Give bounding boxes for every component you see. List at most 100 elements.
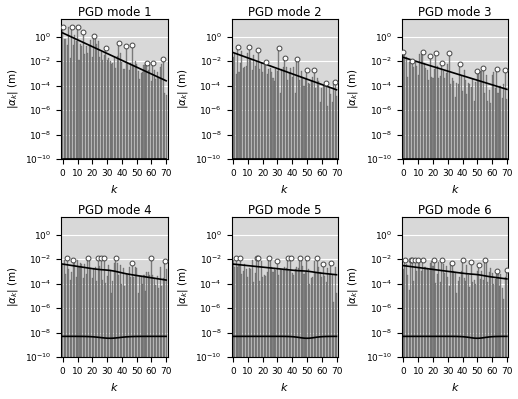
Bar — [496, 271, 497, 357]
Bar — [332, 275, 333, 357]
Bar — [261, 63, 262, 159]
Bar — [71, 27, 72, 159]
Bar — [293, 275, 294, 357]
Bar — [428, 271, 429, 357]
Bar — [95, 267, 96, 357]
Bar — [441, 260, 442, 357]
Bar — [138, 293, 139, 357]
Y-axis label: $|\alpha_k|$ (m): $|\alpha_k|$ (m) — [6, 267, 20, 307]
Bar — [86, 45, 87, 159]
Bar — [120, 53, 121, 159]
Bar — [139, 79, 140, 159]
Bar — [164, 93, 165, 159]
Bar — [243, 68, 244, 159]
Bar — [65, 274, 66, 357]
Bar — [135, 267, 136, 357]
Bar — [426, 70, 427, 159]
Bar — [262, 277, 263, 357]
Bar — [330, 94, 331, 159]
Bar — [403, 51, 404, 159]
Bar — [284, 267, 285, 357]
Bar — [128, 70, 130, 159]
Bar — [440, 282, 441, 357]
Bar — [335, 82, 336, 159]
Bar — [142, 72, 143, 159]
Bar — [111, 63, 112, 159]
Bar — [148, 70, 149, 159]
Bar — [477, 271, 478, 357]
Bar — [284, 58, 285, 159]
Bar — [259, 69, 260, 159]
Bar — [69, 280, 70, 357]
Bar — [90, 40, 91, 159]
Bar — [276, 69, 277, 159]
Bar — [145, 291, 146, 357]
Bar — [438, 78, 439, 159]
Bar — [274, 81, 275, 159]
Bar — [67, 45, 68, 159]
Bar — [466, 94, 467, 159]
Bar — [416, 271, 418, 357]
Bar — [326, 83, 327, 159]
Bar — [79, 267, 80, 357]
Bar — [124, 286, 125, 357]
Bar — [143, 275, 145, 357]
Bar — [114, 263, 115, 357]
Bar — [488, 271, 490, 357]
Bar — [105, 283, 106, 357]
Bar — [421, 55, 422, 159]
Bar — [497, 93, 498, 159]
Bar — [300, 260, 301, 357]
Bar — [140, 73, 141, 159]
Bar — [444, 77, 445, 159]
Bar — [149, 275, 150, 357]
Bar — [455, 273, 456, 357]
Bar — [249, 47, 250, 159]
Bar — [96, 44, 97, 159]
Bar — [468, 83, 469, 159]
X-axis label: $k$: $k$ — [451, 183, 459, 196]
Bar — [83, 32, 84, 159]
Bar — [89, 261, 90, 357]
Bar — [480, 71, 481, 159]
Bar — [443, 264, 444, 357]
Bar — [437, 275, 438, 357]
Bar — [317, 258, 318, 357]
Bar — [233, 260, 234, 357]
Bar — [437, 66, 438, 159]
Bar — [314, 69, 315, 159]
Bar — [293, 67, 294, 159]
Bar — [465, 80, 466, 159]
Bar — [84, 264, 85, 357]
Bar — [99, 266, 100, 357]
Bar — [265, 62, 266, 159]
Bar — [308, 83, 309, 159]
Bar — [406, 57, 407, 159]
Title: PGD mode 4: PGD mode 4 — [78, 203, 151, 217]
Bar — [74, 263, 75, 357]
Bar — [133, 277, 134, 357]
Bar — [68, 28, 69, 159]
Bar — [416, 66, 418, 159]
Bar — [244, 263, 246, 357]
Bar — [105, 48, 106, 159]
Bar — [138, 71, 139, 159]
Bar — [278, 275, 279, 357]
Bar — [93, 36, 94, 159]
Bar — [257, 258, 258, 357]
Bar — [126, 46, 127, 159]
Bar — [151, 81, 152, 159]
Bar — [290, 68, 291, 159]
Bar — [434, 260, 435, 357]
Bar — [287, 258, 289, 357]
Bar — [121, 284, 122, 357]
Bar — [127, 63, 128, 159]
Title: PGD mode 5: PGD mode 5 — [248, 203, 322, 217]
Bar — [250, 269, 251, 357]
Bar — [257, 50, 258, 159]
Bar — [469, 287, 470, 357]
Bar — [405, 54, 406, 159]
Bar — [312, 277, 313, 357]
Bar — [246, 66, 247, 159]
Bar — [481, 71, 482, 159]
